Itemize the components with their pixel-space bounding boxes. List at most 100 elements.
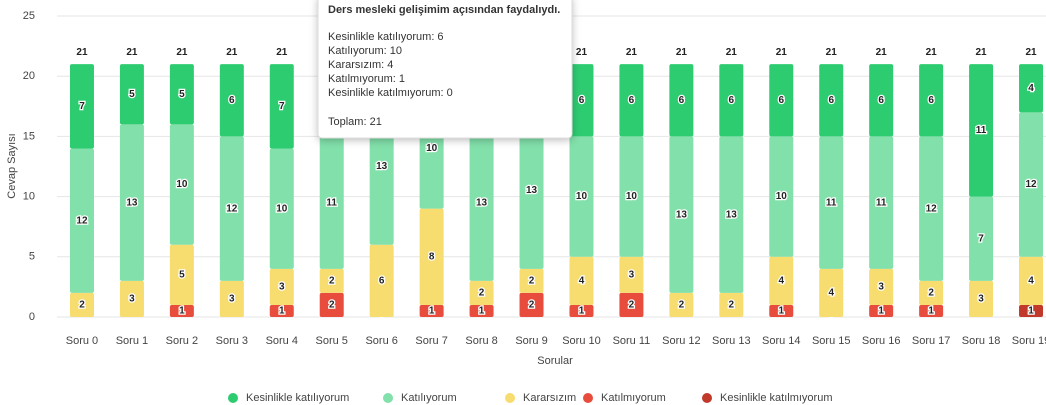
segment-label: 5 [179, 89, 185, 100]
bar-segment [819, 64, 844, 137]
total-label: 21 [1025, 47, 1037, 58]
bar-segment [719, 64, 744, 137]
bar-segment [819, 136, 844, 269]
segment-label: 10 [426, 143, 438, 154]
tooltip-line: Katılıyorum: 10 [328, 45, 402, 57]
segment-label: 1 [1028, 306, 1034, 317]
segment-label: 6 [579, 95, 585, 106]
total-label: 21 [826, 47, 838, 58]
bar-segment [869, 64, 894, 137]
segment-label: 3 [229, 294, 235, 305]
bar-segment [469, 280, 494, 305]
segment-label: 6 [229, 95, 235, 106]
segment-label: 6 [629, 95, 635, 106]
bar-segment [1019, 112, 1044, 257]
x-tick-label: Soru 18 [962, 335, 1001, 347]
segment-label: 13 [526, 185, 538, 196]
legend-label: Kesinlikle katılıyorum [246, 392, 349, 404]
segment-label: 2 [928, 288, 934, 299]
segment-label: 12 [226, 203, 238, 214]
bar-segment [69, 64, 94, 149]
x-tick-label: Soru 19 [1012, 335, 1046, 347]
segment-label: 5 [129, 89, 135, 100]
bar-segment [269, 64, 294, 149]
x-tick-label: Soru 15 [812, 335, 851, 347]
legend: Kesinlikle katılıyorum Katılıyorum Kararsı… [228, 392, 832, 404]
bar-segment [169, 124, 194, 245]
legend-swatch [505, 393, 515, 403]
bar-segment [819, 268, 844, 317]
bar-segment [869, 304, 894, 317]
bar-segment [219, 136, 244, 281]
segment-label: 1 [579, 306, 585, 317]
y-tick-label: 10 [23, 191, 35, 203]
segment-label: 10 [276, 203, 288, 214]
x-tick-label: Soru 0 [66, 335, 98, 347]
bar-segment [569, 304, 594, 317]
segment-label: 3 [129, 294, 135, 305]
bar-segment [169, 64, 194, 125]
x-tick-label: Soru 11 [613, 335, 651, 347]
total-label: 21 [76, 47, 88, 58]
segment-label: 2 [629, 300, 635, 311]
y-tick-label: 25 [23, 10, 35, 22]
segment-label: 12 [76, 215, 88, 226]
segment-label: 13 [726, 209, 738, 220]
bar-segment [169, 244, 194, 305]
y-tick-label: 15 [23, 130, 35, 142]
y-tick-label: 20 [23, 70, 35, 82]
total-label: 21 [926, 47, 938, 58]
y-axis-label: Cevap Sayısı [6, 133, 18, 198]
tooltip: Ders mesleki gelişimim açısından faydalı… [317, 0, 573, 139]
segment-label: 6 [828, 95, 834, 106]
total-label: 21 [576, 47, 588, 58]
bar-segment [569, 256, 594, 305]
bar-segment [419, 304, 444, 317]
bar-segment [319, 268, 344, 293]
tooltip-title: Ders mesleki gelişimim açısından faydalı… [328, 4, 560, 16]
tooltip-line: Kesinlikle katılıyorum: 6 [328, 31, 444, 43]
bar-segment [519, 292, 544, 317]
segment-label: 7 [79, 101, 85, 112]
bar-segment [869, 268, 894, 305]
segment-label: 2 [329, 276, 335, 287]
bar-segment [719, 292, 744, 317]
bar-segment [769, 136, 794, 257]
segment-label: 13 [376, 161, 388, 172]
bar-segment [919, 304, 944, 317]
x-tick-label: Soru 6 [365, 335, 397, 347]
segment-label: 4 [579, 276, 585, 287]
bar-segment [969, 64, 994, 197]
bar-segment [669, 292, 694, 317]
bar-segment [969, 196, 994, 281]
segment-label: 10 [626, 191, 638, 202]
segment-label: 4 [778, 276, 784, 287]
bar-segment [769, 256, 794, 305]
segment-label: 13 [126, 197, 138, 208]
segment-label: 2 [529, 300, 535, 311]
segment-label: 6 [379, 276, 385, 287]
bar-segment [219, 64, 244, 137]
segment-label: 2 [529, 276, 535, 287]
x-tick-label: Soru 4 [266, 335, 298, 347]
bar-segment [619, 292, 644, 317]
segment-label: 3 [629, 270, 635, 281]
total-label: 21 [176, 47, 188, 58]
tooltip-box [317, 0, 573, 139]
legend-swatch [383, 393, 393, 403]
bar-segment [1019, 64, 1044, 113]
bar-segment [869, 136, 894, 269]
legend-label: Katılmıyorum [601, 392, 666, 404]
x-axis-label: Sorular [537, 355, 573, 367]
total-label: 21 [676, 47, 688, 58]
total-label: 21 [626, 47, 638, 58]
bar-segment [569, 136, 594, 257]
segment-label: 6 [778, 95, 784, 106]
bar-segment [969, 280, 994, 317]
bar-segment [269, 148, 294, 269]
bar-segment [469, 304, 494, 317]
x-tick-label: Soru 9 [515, 335, 547, 347]
bar-segment [469, 124, 494, 281]
